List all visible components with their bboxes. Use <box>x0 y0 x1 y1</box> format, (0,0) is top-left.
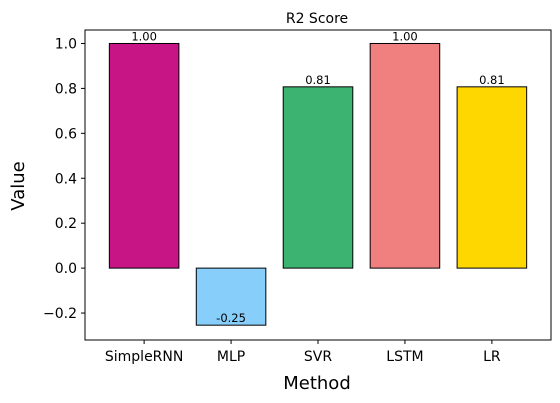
data-label-mlp: -0.25 <box>216 311 246 325</box>
x-tick-label: LSTM <box>386 349 423 365</box>
y-axis-label: Value <box>8 161 29 210</box>
y-tick-label: 0.8 <box>55 81 77 97</box>
bar-svr <box>282 86 354 269</box>
x-tick-label: SimpleRNN <box>105 349 183 365</box>
bar-lstm <box>369 42 441 269</box>
bar-mlp <box>195 267 267 326</box>
data-label-svr: 0.81 <box>305 73 331 87</box>
y-tick-label: 0.0 <box>55 261 77 277</box>
y-tick-label: 1.0 <box>55 36 77 52</box>
bars: 1.00 -0.25 0.81 1.00 0.81 <box>108 29 528 326</box>
x-tick-label: SVR <box>304 349 332 365</box>
x-tick-label: LR <box>483 349 501 365</box>
data-label-lstm: 1.00 <box>392 29 418 43</box>
bar-simplernn <box>108 42 180 269</box>
y-tick-label: −0.2 <box>43 306 77 322</box>
x-tick-label: MLP <box>217 349 245 365</box>
y-tick-label: 0.6 <box>55 126 77 142</box>
bar-lr <box>456 86 528 269</box>
x-axis: SimpleRNN MLP SVR LSTM LR <box>105 340 501 365</box>
y-tick-label: 0.2 <box>55 216 77 232</box>
data-label-simplernn: 1.00 <box>131 29 157 43</box>
y-axis: −0.2 0.0 0.2 0.4 0.6 0.8 1.0 <box>43 36 85 322</box>
chart-title: R2 Score <box>286 11 348 27</box>
y-tick-label: 0.4 <box>55 171 77 187</box>
data-label-lr: 0.81 <box>479 73 505 87</box>
x-axis-label: Method <box>283 373 351 394</box>
